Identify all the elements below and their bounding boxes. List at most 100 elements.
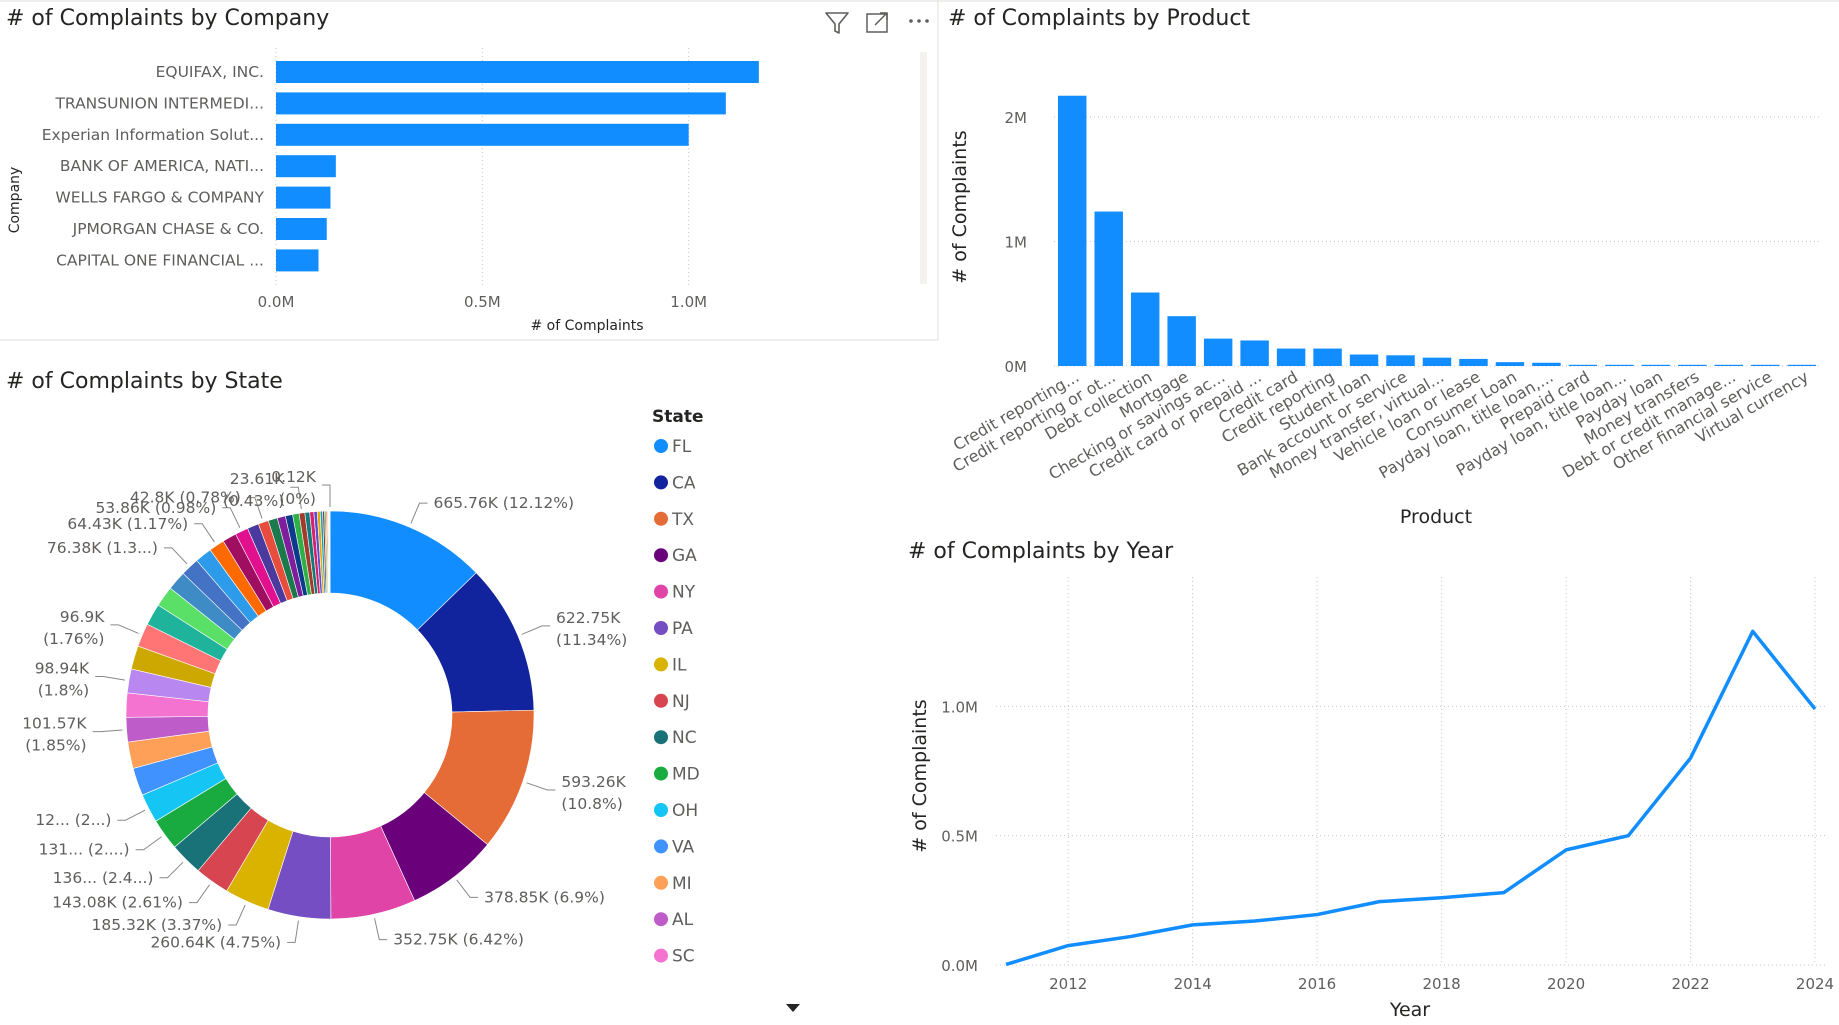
state-legend-item: FL [672, 437, 692, 457]
product-bar[interactable] [1349, 354, 1379, 366]
product-y-tick: 0M [1005, 358, 1028, 376]
state-chart-title: # of Complaints by State [6, 369, 283, 394]
product-y-axis-label: # of Complaints [949, 130, 971, 283]
state-label-leader [194, 523, 215, 543]
product-bar[interactable] [1751, 364, 1780, 366]
company-scrollbar[interactable] [920, 52, 927, 284]
company-bar-chart[interactable]: # of Complaints by Company Company # of … [0, 0, 1839, 341]
product-bar[interactable] [1422, 357, 1452, 366]
state-legend-marker[interactable] [654, 621, 668, 635]
product-bar[interactable] [1167, 316, 1196, 366]
company-bar[interactable] [276, 155, 336, 178]
state-legend-marker[interactable] [654, 912, 668, 927]
company-chart-title: # of Complaints by Company [6, 6, 329, 31]
state-label-leader [410, 502, 428, 524]
state-legend-marker[interactable] [654, 511, 668, 526]
state-slice-label: 143.08K (2.61%) [52, 894, 183, 912]
year-x-tick: 2018 [1423, 975, 1461, 993]
year-y-tick: 0.0M [941, 957, 978, 975]
state-slice-label: 64.43K (1.17%) [67, 515, 188, 533]
state-label-leader [163, 547, 188, 565]
company-bar[interactable] [276, 92, 726, 115]
state-slice-label-pct: (10.8%) [561, 795, 622, 813]
state-legend-item: GA [672, 546, 697, 566]
company-category-label: EQUIFAX, INC. [156, 63, 264, 81]
product-bar[interactable] [1313, 348, 1342, 366]
state-legend-marker[interactable] [654, 839, 668, 854]
product-bar[interactable] [1240, 340, 1269, 366]
state-legend-marker[interactable] [654, 803, 668, 817]
product-bar[interactable] [1058, 95, 1087, 367]
product-bar[interactable] [1386, 355, 1415, 366]
state-label-leader [456, 879, 479, 898]
company-category-label: Experian Information Solut... [42, 126, 264, 144]
state-legend-item: IL [672, 655, 687, 675]
product-bar[interactable] [1714, 364, 1744, 366]
state-label-leader [92, 729, 123, 733]
year-x-tick: 2024 [1796, 975, 1834, 993]
focus-mode-icon[interactable] [866, 12, 888, 33]
more-options-icon[interactable] [909, 19, 929, 23]
year-x-tick: 2016 [1298, 975, 1336, 993]
state-legend-item: AL [672, 910, 694, 930]
product-bar[interactable] [1203, 338, 1233, 366]
state-slice-label: 593.26K [561, 773, 626, 791]
company-category-label: TRANSUNION INTERMEDI... [54, 94, 264, 112]
state-label-leader [374, 918, 388, 941]
state-legend-title: State [652, 407, 704, 427]
product-bar[interactable] [1459, 358, 1488, 366]
company-bar[interactable] [276, 61, 759, 83]
product-bar[interactable] [1495, 362, 1525, 366]
company-bar[interactable] [276, 218, 327, 240]
state-legend-marker[interactable] [654, 439, 668, 453]
year-line-chart[interactable]: # of Complaints by Year # of Complaints … [908, 539, 1834, 1021]
product-bar[interactable] [1532, 362, 1561, 366]
product-bar[interactable] [1276, 348, 1306, 366]
company-x-tick: 0.0M [258, 293, 295, 311]
company-bar[interactable] [276, 249, 319, 272]
year-series-line[interactable] [1005, 629, 1817, 967]
company-bar[interactable] [276, 123, 689, 146]
state-slice-label: 12... (2...) [35, 811, 111, 829]
state-slice-label: 101.57K [22, 715, 87, 733]
state-legend-marker[interactable] [654, 657, 668, 672]
state-legend-marker[interactable] [654, 475, 668, 490]
filter-icon[interactable] [825, 12, 849, 34]
state-slice-label-pct: (0.43%) [223, 492, 284, 510]
product-bar[interactable] [1094, 211, 1123, 366]
state-label-leader [110, 624, 139, 634]
product-bar[interactable] [1678, 364, 1707, 366]
state-label-leader [188, 884, 211, 904]
state-label-leader [117, 809, 146, 821]
company-bar[interactable] [276, 186, 331, 209]
product-bar-chart[interactable]: # of Complaints by Product # of Complain… [948, 6, 1820, 528]
year-x-axis-label: Year [1389, 999, 1430, 1021]
state-legend-marker[interactable] [654, 548, 668, 563]
state-legend-item: PA [672, 619, 693, 639]
state-legend-marker[interactable] [654, 875, 668, 890]
product-bar[interactable] [1787, 364, 1816, 366]
state-legend-item: CA [672, 473, 696, 493]
state-legend-marker[interactable] [654, 730, 668, 745]
state-donut-chart[interactable]: # of Complaints by State 665.76K (12.12%… [6, 369, 800, 1012]
product-bar[interactable] [1605, 364, 1634, 366]
product-y-tick: 2M [1005, 109, 1028, 127]
product-bar[interactable] [1568, 364, 1598, 366]
state-slice-label-pct: (1.85%) [25, 737, 86, 755]
scroll-down-arrow-icon[interactable] [786, 1004, 800, 1012]
state-legend-marker[interactable] [654, 948, 668, 963]
product-bar[interactable] [1641, 364, 1671, 366]
company-category-label: BANK OF AMERICA, NATI... [60, 157, 264, 175]
state-legend-marker[interactable] [654, 693, 668, 708]
state-legend-marker[interactable] [654, 584, 668, 599]
year-x-tick: 2012 [1049, 975, 1087, 993]
company-category-label: JPMORGAN CHASE & CO. [72, 220, 264, 238]
state-label-leader [135, 836, 162, 851]
state-legend-item: MD [672, 765, 700, 785]
product-bar[interactable] [1130, 292, 1160, 366]
state-legend-item: NJ [672, 692, 690, 712]
state-legend-item: SC [672, 947, 695, 967]
state-label-leader [526, 782, 556, 791]
state-slice-label-pct: (11.34%) [556, 631, 627, 649]
state-legend-marker[interactable] [654, 766, 668, 781]
